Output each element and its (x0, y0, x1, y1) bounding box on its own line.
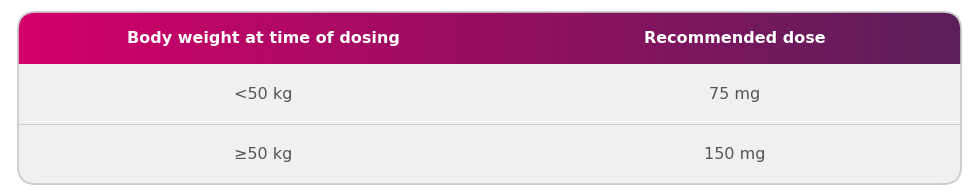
Text: Recommended dose: Recommended dose (644, 31, 824, 45)
FancyBboxPatch shape (18, 64, 960, 184)
FancyBboxPatch shape (18, 12, 960, 184)
Text: Body weight at time of dosing: Body weight at time of dosing (126, 31, 399, 45)
Bar (18, 64, 960, 166)
Text: <50 kg: <50 kg (234, 86, 292, 102)
Bar (18, 46, 960, 64)
Text: 150 mg: 150 mg (703, 146, 765, 162)
Text: 75 mg: 75 mg (708, 86, 760, 102)
Text: ≥50 kg: ≥50 kg (234, 146, 292, 162)
